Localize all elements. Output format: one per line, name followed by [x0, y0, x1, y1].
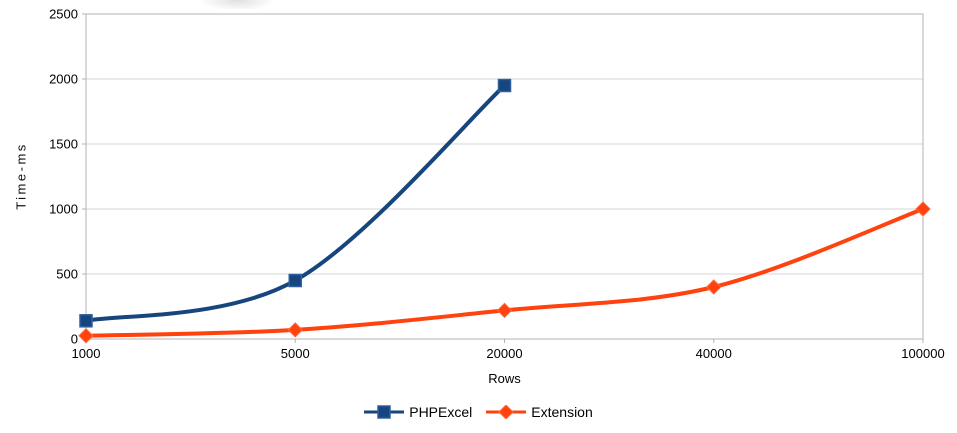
- data-point-diamond-extension: [496, 302, 513, 319]
- legend-label-phpexcel: PHPExcel: [409, 404, 473, 420]
- x-tick-label: 100000: [901, 346, 944, 361]
- data-point-diamond-extension: [706, 279, 722, 295]
- y-tick-label: 500: [56, 267, 78, 282]
- legend-item-phpexcel: PHPExcel: [364, 404, 472, 420]
- data-point-square-phpexcel: [79, 314, 93, 328]
- data-point-diamond-extension: [78, 328, 94, 344]
- x-tick-label: 40000: [696, 346, 732, 361]
- legend: PHPExcel Extension: [0, 404, 957, 420]
- x-tick-label: 20000: [486, 346, 522, 361]
- y-tick-label: 1500: [49, 137, 78, 152]
- data-point-square-phpexcel: [288, 273, 302, 288]
- extension-diamond-marker-icon: [486, 405, 527, 419]
- phpexcel-square-marker-icon: [364, 405, 405, 419]
- data-point-diamond-extension: [287, 322, 303, 338]
- x-axis-title: Rows: [488, 371, 521, 386]
- data-point-square-phpexcel: [497, 78, 512, 93]
- data-point-diamond-extension: [915, 201, 931, 217]
- legend-item-extension: Extension: [486, 404, 593, 420]
- y-tick-label: 0: [71, 332, 78, 347]
- x-tick-label: 1000: [72, 346, 101, 361]
- legend-label-extension: Extension: [531, 404, 593, 420]
- y-tick-label: 2000: [49, 72, 78, 87]
- plot-border: [85, 13, 924, 340]
- x-tick-label: 5000: [281, 346, 310, 361]
- y-tick-label: 2500: [49, 7, 78, 22]
- y-tick-label: 1000: [49, 202, 78, 217]
